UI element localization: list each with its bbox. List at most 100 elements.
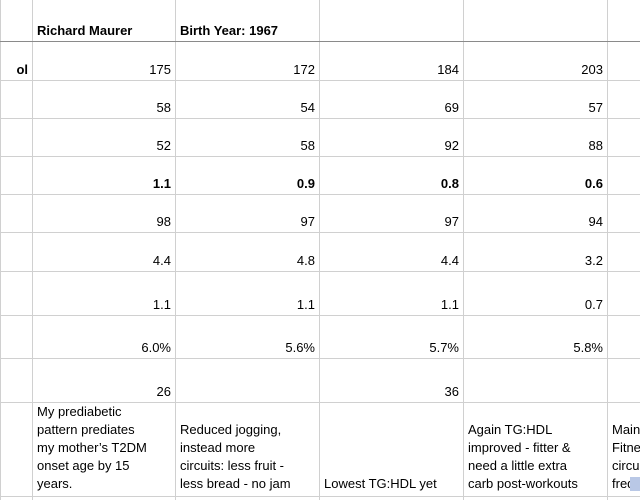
cell-A5[interactable] [0,155,33,195]
data-row: 4.4 4.8 4.4 3.2 [0,231,640,272]
data-row: 98 97 97 94 [0,193,640,233]
cell-D1[interactable] [319,0,464,42]
cell-A8[interactable] [0,270,33,316]
cell-B8[interactable]: 1.1 [32,270,176,316]
cell-E12[interactable] [463,495,608,500]
cell-F12[interactable] [607,495,640,500]
cell-C7[interactable]: 4.8 [175,231,320,272]
data-row: 26 36 [0,357,640,403]
cell-B7[interactable]: 4.4 [32,231,176,272]
cell-A12[interactable] [0,495,33,500]
cell-B10[interactable]: 26 [32,357,176,403]
note-line: Reduced jogging, [180,421,282,437]
header-row: Richard Maurer Birth Year: 1967 [0,0,640,42]
cell-C2[interactable]: 172 [175,40,320,81]
cell-F6[interactable] [607,193,640,233]
person-name-cell[interactable]: Richard Maurer [32,0,176,42]
data-row: 58 54 69 57 [0,79,640,119]
cell-E5[interactable]: 0.6 [463,155,608,195]
cell-E3[interactable]: 57 [463,79,608,119]
note-tghdl-improved-cell[interactable]: Again TG:HDL improved - fitter & need a … [463,401,608,497]
note-lowest-tghdl-cell[interactable]: Lowest TG:HDL yet [319,401,464,497]
cell-D2[interactable]: 184 [319,40,464,81]
cell-F1[interactable] [607,0,640,42]
cell-F2[interactable] [607,40,640,81]
cell-C8[interactable]: 1.1 [175,270,320,316]
cell-C9[interactable]: 5.6% [175,314,320,359]
cell-C6[interactable]: 97 [175,193,320,233]
cell-C3[interactable]: 54 [175,79,320,119]
note-line: instead more [180,439,256,455]
cell-D4[interactable]: 92 [319,117,464,157]
cell-F4[interactable] [607,117,640,157]
data-row: ol 175 172 184 203 [0,40,640,81]
cell-D3[interactable]: 69 [319,79,464,119]
note-line: circu [612,457,640,473]
note-line: years. [37,475,73,491]
cell-B3[interactable]: 58 [32,79,176,119]
cell-C10[interactable] [175,357,320,403]
cell-C5[interactable]: 0.9 [175,155,320,195]
data-row: 52 58 92 88 [0,117,640,157]
note-line: Again TG:HDL [468,421,553,437]
cell-E2[interactable]: 203 [463,40,608,81]
cell-B2[interactable]: 175 [32,40,176,81]
cell-A10[interactable] [0,357,33,403]
cell-E9[interactable]: 5.8% [463,314,608,359]
cell-F7[interactable] [607,231,640,272]
cell-D7[interactable]: 4.4 [319,231,464,272]
note-line: Fitne [612,439,640,455]
cell-F9[interactable] [607,314,640,359]
cell-E10[interactable] [463,357,608,403]
cell-D5[interactable]: 0.8 [319,155,464,195]
note-jogging-cell[interactable]: Reduced jogging, instead more circuits: … [175,401,320,497]
cell-D10[interactable]: 36 [319,357,464,403]
cell-A4[interactable] [0,117,33,157]
cell-B6[interactable]: 98 [32,193,176,233]
cell-B9[interactable]: 6.0% [32,314,176,359]
birth-year-cell[interactable]: Birth Year: 1967 [175,0,320,42]
cell-E8[interactable]: 0.7 [463,270,608,316]
cell-B12[interactable] [32,495,176,500]
cell-F8[interactable] [607,270,640,316]
cell-D9[interactable]: 5.7% [319,314,464,359]
cell-E7[interactable]: 3.2 [463,231,608,272]
cell-D12[interactable] [319,495,464,500]
cell-D6[interactable]: 97 [319,193,464,233]
cell-B5[interactable]: 1.1 [32,155,176,195]
cell-A9[interactable] [0,314,33,359]
cell-B4[interactable]: 52 [32,117,176,157]
note-prediabetic-cell[interactable]: My prediabetic pattern prediates my moth… [32,401,176,497]
note-line: improved - fitter & [468,439,571,455]
data-row: 1.1 1.1 1.1 0.7 [0,270,640,316]
note-line: onset age by 15 [37,457,130,473]
cell-C12[interactable] [175,495,320,500]
note-line: less bread - no jam [180,475,291,491]
note-line: Lowest TG:HDL yet [324,475,437,491]
cell-E4[interactable]: 88 [463,117,608,157]
note-line: carb post-workouts [468,475,578,491]
highlighted-text-fragment [630,477,640,491]
data-row-percent: 6.0% 5.6% 5.7% 5.8% [0,314,640,359]
note-line: circuits: less fruit - [180,457,285,473]
note-line: my mother’s T2DM [37,439,147,455]
cell-C4[interactable]: 58 [175,117,320,157]
note-line: need a little extra [468,457,568,473]
cell-F10[interactable] [607,357,640,403]
cell-A1[interactable] [0,0,33,42]
row-label-fragment-cell[interactable]: ol [0,40,33,81]
data-row-ratio-bold: 1.1 0.9 0.8 0.6 [0,155,640,195]
cell-E6[interactable]: 94 [463,193,608,233]
cell-A6[interactable] [0,193,33,233]
cell-A3[interactable] [0,79,33,119]
clipped-bottom-row [0,495,640,500]
cell-F5[interactable] [607,155,640,195]
note-line: My prediabetic [37,403,122,419]
cell-F3[interactable] [607,79,640,119]
cell-E1[interactable] [463,0,608,42]
cell-A7[interactable] [0,231,33,272]
cell-A11[interactable] [0,401,33,497]
cell-D8[interactable]: 1.1 [319,270,464,316]
